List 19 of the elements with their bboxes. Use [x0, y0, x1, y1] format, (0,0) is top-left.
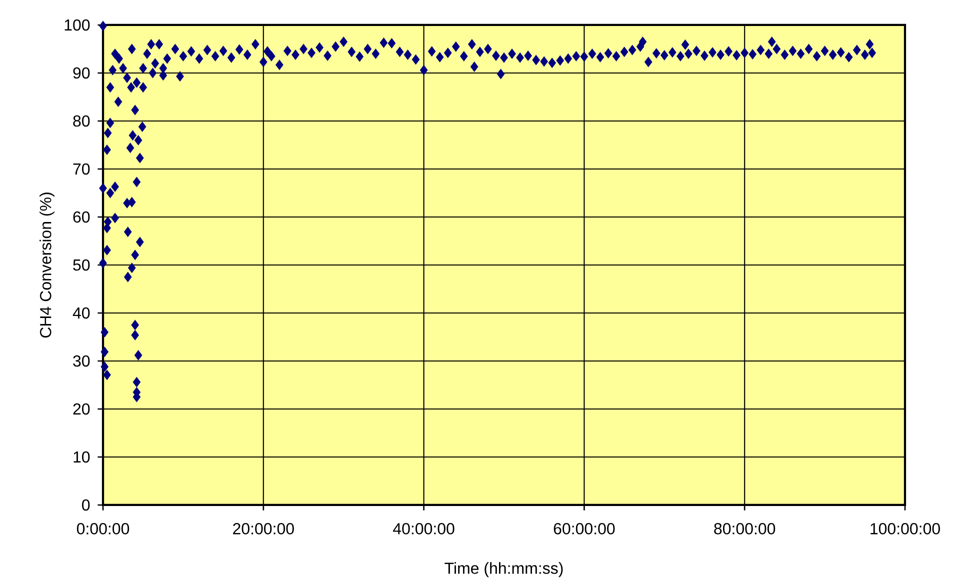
y-tick-label: 90	[73, 67, 90, 79]
y-tick-label: 40	[72, 307, 90, 319]
x-tick-label: 20:00:00	[233, 523, 294, 534]
x-axis-title: Time (hh:mm:ss)	[444, 562, 563, 578]
y-tick-label: 80	[73, 115, 90, 127]
y-tick-label: 10	[74, 451, 90, 463]
y-tick-label: 70	[73, 163, 90, 175]
x-tick-label: 40:00:00	[393, 523, 454, 534]
x-tick-label: 0:00:00	[76, 523, 130, 534]
y-axis-title: CH4 Conversion (%)	[40, 192, 54, 338]
y-tick-label: 100	[64, 19, 90, 31]
x-tick-label: 80:00:00	[714, 523, 776, 534]
y-tick-label: 50	[73, 259, 90, 271]
x-tick-label: 60:00:00	[554, 523, 615, 534]
y-tick-label: 20	[73, 403, 90, 415]
y-tick-label: 60	[73, 211, 90, 223]
y-tick-label: 0	[82, 499, 90, 511]
y-tick-label: 30	[73, 355, 90, 367]
x-tick-label: 100:00:00	[870, 523, 940, 534]
